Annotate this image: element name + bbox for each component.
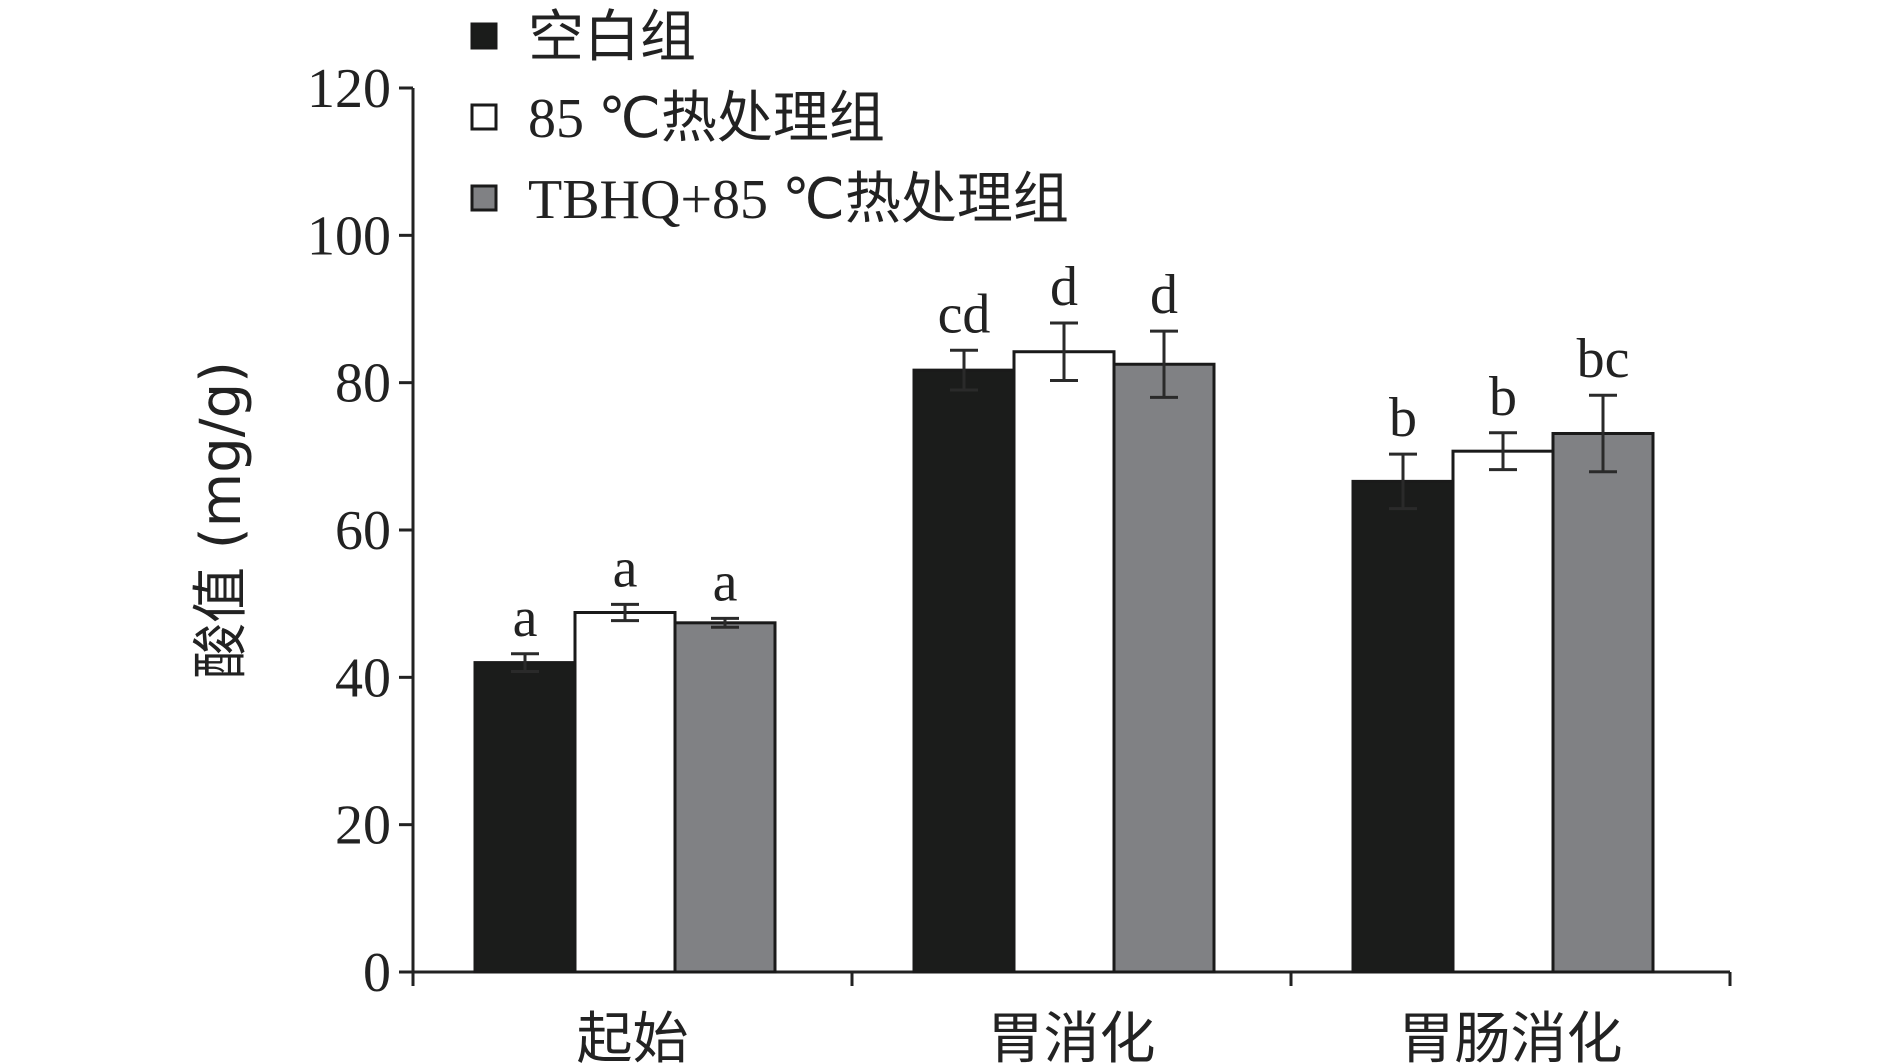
- legend-label: 85 ℃热处理组: [528, 88, 885, 150]
- significance-letter: b: [1489, 366, 1517, 428]
- x-category-label: 起始: [577, 1007, 689, 1064]
- bar-group: aa acd d db bbc: [473, 256, 1655, 974]
- significance-letter: a: [713, 551, 738, 613]
- y-axis: 0 20 40 60 80 100 120: [307, 58, 415, 1004]
- legend: 空白组 85 ℃热处理组 TBHQ+85 ℃热处理组: [470, 7, 1069, 231]
- bar: [1351, 479, 1455, 974]
- bar: [1112, 362, 1216, 974]
- y-tick-label: 0: [363, 942, 391, 1004]
- y-tick-label: 100: [307, 205, 391, 267]
- x-category-label: 胃消化: [988, 1007, 1156, 1064]
- bar: [1451, 449, 1555, 974]
- legend-label: TBHQ+85 ℃热处理组: [528, 169, 1069, 231]
- y-tick-label: 120: [307, 58, 391, 120]
- x-category-label: 胃肠消化: [1399, 1007, 1623, 1064]
- legend-swatch: [470, 103, 498, 131]
- significance-letter: a: [613, 537, 638, 599]
- significance-letter: bc: [1577, 328, 1630, 390]
- significance-letter: a: [513, 587, 538, 649]
- bar: [573, 611, 677, 974]
- bar: [673, 621, 777, 974]
- bar: [1012, 350, 1116, 974]
- bar: [473, 661, 577, 974]
- x-axis: 起始 胃消化 胃肠消化: [411, 970, 1732, 1064]
- legend-swatch: [470, 184, 498, 212]
- y-tick-label: 60: [335, 500, 391, 562]
- y-tick-label: 20: [335, 795, 391, 857]
- legend-label: 空白组: [528, 7, 696, 69]
- significance-letter: b: [1389, 387, 1417, 449]
- y-tick-label: 40: [335, 647, 391, 709]
- bar: [912, 368, 1016, 974]
- significance-letter: cd: [938, 283, 991, 345]
- y-tick-label: 80: [335, 353, 391, 415]
- significance-letter: d: [1150, 264, 1178, 326]
- legend-swatch: [470, 22, 498, 50]
- significance-letter: d: [1050, 256, 1078, 318]
- bar: [1551, 431, 1655, 974]
- y-axis-label: 酸值 (mg/g): [189, 361, 254, 679]
